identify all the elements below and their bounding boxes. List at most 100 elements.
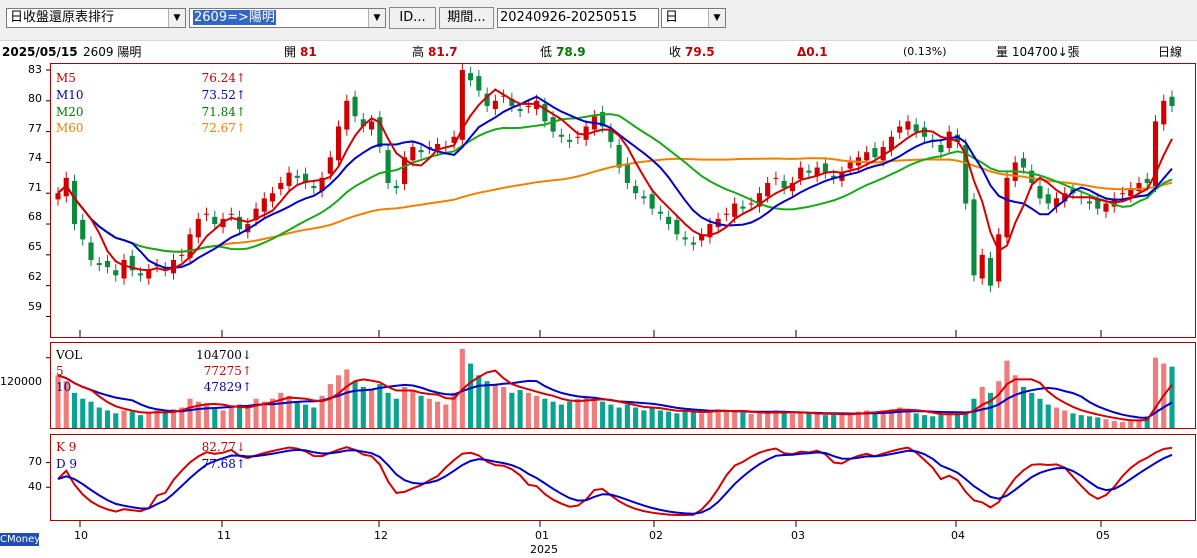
volume-bar (162, 411, 168, 428)
candle-body (319, 177, 325, 192)
interval-select[interactable]: 日 ▼ (661, 8, 726, 28)
x-tick: 02 (649, 529, 663, 542)
volume-bar (690, 411, 696, 428)
date-range-field[interactable]: 20240926-20250515 (497, 8, 659, 28)
candle-body (1161, 100, 1167, 125)
volume-bar (393, 398, 399, 428)
candle-body (121, 259, 127, 279)
candle-body (212, 216, 218, 225)
candle-body (822, 163, 828, 173)
chevron-down-icon[interactable]: ▼ (368, 9, 385, 27)
candle-body (608, 129, 614, 142)
volume-bar (525, 392, 531, 428)
volume-bar (954, 413, 961, 428)
legend-k-label: K 9 (56, 440, 77, 454)
volume-bar (1004, 360, 1010, 428)
candle-body (641, 196, 647, 199)
candle-body (1053, 198, 1060, 207)
candle-body (789, 182, 795, 192)
candle-body (707, 224, 713, 238)
volume-bar (600, 401, 606, 428)
volume-bar (377, 384, 383, 428)
volume-bar (113, 413, 119, 428)
volume-bar (369, 389, 375, 428)
candle-body (451, 136, 457, 143)
candle-body (567, 139, 573, 142)
volume-bar (476, 375, 482, 428)
volume-bar (253, 398, 259, 428)
x-tick: 04 (951, 529, 965, 542)
legend-m5-value: 76.24↑ (201, 71, 246, 85)
candle-body (773, 177, 779, 179)
volume-bar (979, 387, 985, 428)
candle-body (748, 203, 754, 205)
volume-bar (930, 416, 936, 428)
price-ytick: 77 (28, 122, 42, 135)
volume-bar (971, 398, 977, 428)
volume-bar (1136, 419, 1142, 428)
candle-body (938, 144, 944, 153)
volume-bar (624, 404, 630, 428)
volume-bar (1144, 416, 1150, 428)
interval-select-value: 日 (665, 10, 679, 25)
report-select[interactable]: 日收盤還原表排行 ▼ (6, 8, 186, 28)
volume-bar (773, 410, 779, 428)
volume-bar (195, 401, 201, 428)
volume-bar (410, 389, 416, 428)
volume-bar (1086, 416, 1093, 428)
price-ytick: 74 (28, 151, 42, 164)
period-button[interactable]: 期間... (439, 7, 494, 29)
candle-body (550, 117, 556, 132)
id-button[interactable]: ID... (389, 7, 436, 29)
candle-body (509, 98, 515, 106)
close-label: 收 (669, 45, 682, 59)
volume-bar (80, 398, 86, 428)
volume-bar (501, 387, 507, 428)
candle-body (55, 193, 61, 200)
volume-bar (872, 411, 878, 428)
candle-body (88, 242, 94, 260)
candle-body (492, 100, 498, 110)
candle-body (286, 172, 292, 187)
volume-bar (509, 392, 515, 428)
volume-bar (905, 410, 911, 428)
volume-bar (798, 412, 804, 428)
chevron-down-icon[interactable]: ▼ (708, 9, 725, 27)
chevron-down-icon[interactable]: ▼ (168, 9, 185, 27)
candle-body (484, 93, 490, 106)
volume-bar (451, 392, 457, 428)
candle-body (864, 152, 870, 161)
candle-body (377, 117, 383, 148)
volume-bar (1103, 419, 1109, 428)
candle-body (781, 180, 787, 189)
volume-bar (1152, 357, 1159, 428)
volume-bar (616, 407, 622, 428)
candle-body (369, 121, 375, 130)
price-panel (50, 63, 1196, 338)
volume-bar (682, 410, 688, 428)
volume-bar (1045, 404, 1051, 428)
volume-bar (913, 413, 919, 428)
volume-bar (822, 415, 828, 428)
volume-bar (426, 398, 432, 428)
candle-body (393, 186, 399, 189)
volume-bar (542, 398, 548, 428)
volume-bar (129, 411, 135, 428)
candle-body (583, 126, 589, 140)
candle-body (146, 270, 152, 279)
candle-body (575, 136, 581, 138)
price-ytick: 59 (28, 300, 42, 313)
volume-bar (666, 411, 672, 428)
volume-bar (880, 410, 886, 428)
candle-body (971, 199, 977, 276)
volume-bar (756, 413, 762, 428)
volume-bar (707, 410, 713, 428)
volume-bar (179, 407, 185, 428)
high-value: 81.7 (428, 45, 458, 59)
volume-bar (360, 387, 366, 428)
stock-select[interactable]: 2609=>陽明 ▼ (189, 8, 386, 28)
volume-bar (657, 410, 663, 428)
candle-body (921, 127, 928, 137)
candle-body (814, 167, 820, 176)
